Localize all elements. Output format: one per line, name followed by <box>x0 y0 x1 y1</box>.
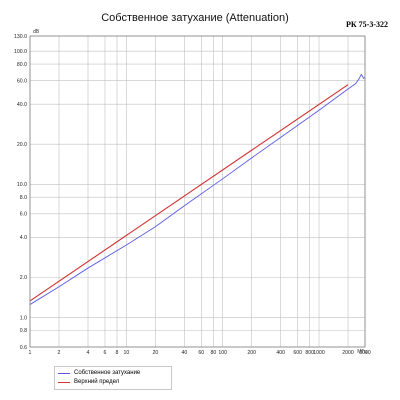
y-tick-label: 130.0 <box>14 34 27 40</box>
x-tick-label: 100 <box>218 350 227 356</box>
x-tick-label: 6 <box>104 350 107 356</box>
x-tick-label: 200 <box>247 350 256 356</box>
x-tick-label: 20 <box>152 350 158 356</box>
legend-swatch-measured <box>58 373 70 374</box>
plot-frame <box>29 35 366 348</box>
y-tick-label: 10.0 <box>17 182 27 188</box>
measured-attenuation-line <box>29 73 366 305</box>
y-tick-label: 80.0 <box>17 62 27 68</box>
y-tick-label: 4.0 <box>20 235 27 241</box>
y-tick-label: 0.6 <box>20 345 27 351</box>
y-tick-label: 6.0 <box>20 212 27 218</box>
x-tick-label: 1000 <box>313 350 325 356</box>
x-tick-label: 800 <box>305 350 314 356</box>
legend-item-upper-limit: Верхний предел <box>58 378 168 387</box>
upper-limit-line <box>29 84 349 302</box>
y-tick-label: 40.0 <box>17 102 27 108</box>
y-tick-label: 20.0 <box>17 142 27 148</box>
x-tick-label: 80 <box>210 350 216 356</box>
y-tick-label: 8.0 <box>20 195 27 201</box>
x-tick-label: 4 <box>87 350 90 356</box>
x-tick-label: 600 <box>293 350 302 356</box>
legend-swatch-upper-limit <box>58 382 70 383</box>
y-tick-label: 1.0 <box>20 315 27 321</box>
x-axis-unit-label: МГц <box>357 349 367 355</box>
x-tick-label: 2000 <box>342 350 354 356</box>
y-axis-unit-label: dB <box>33 29 40 35</box>
legend: Собственное затухание Верхний предел <box>54 366 172 390</box>
x-tick-label: 10 <box>123 350 129 356</box>
x-tick-label: 60 <box>198 350 204 356</box>
x-tick-label: 3000 <box>359 350 371 356</box>
y-tick-label: 60.0 <box>17 79 27 85</box>
legend-label-upper-limit: Верхний предел <box>74 379 120 385</box>
legend-label-measured: Собственное затухание <box>74 370 141 376</box>
cable-code: РК 75-3-322 <box>345 20 388 29</box>
x-tick-label: 8 <box>116 350 119 356</box>
x-tick-label: 40 <box>181 350 187 356</box>
x-tick-label: 400 <box>276 350 285 356</box>
chart-title: Собственное затухание (Attenuation) <box>101 12 289 24</box>
x-tick-label: 2 <box>58 350 61 356</box>
y-tick-label: 2.0 <box>20 275 27 281</box>
legend-item-measured: Собственное затухание <box>58 369 168 378</box>
y-tick-label: 100.0 <box>14 49 27 55</box>
y-tick-label: 0.8 <box>20 328 27 334</box>
x-tick-label: 1 <box>29 350 32 356</box>
